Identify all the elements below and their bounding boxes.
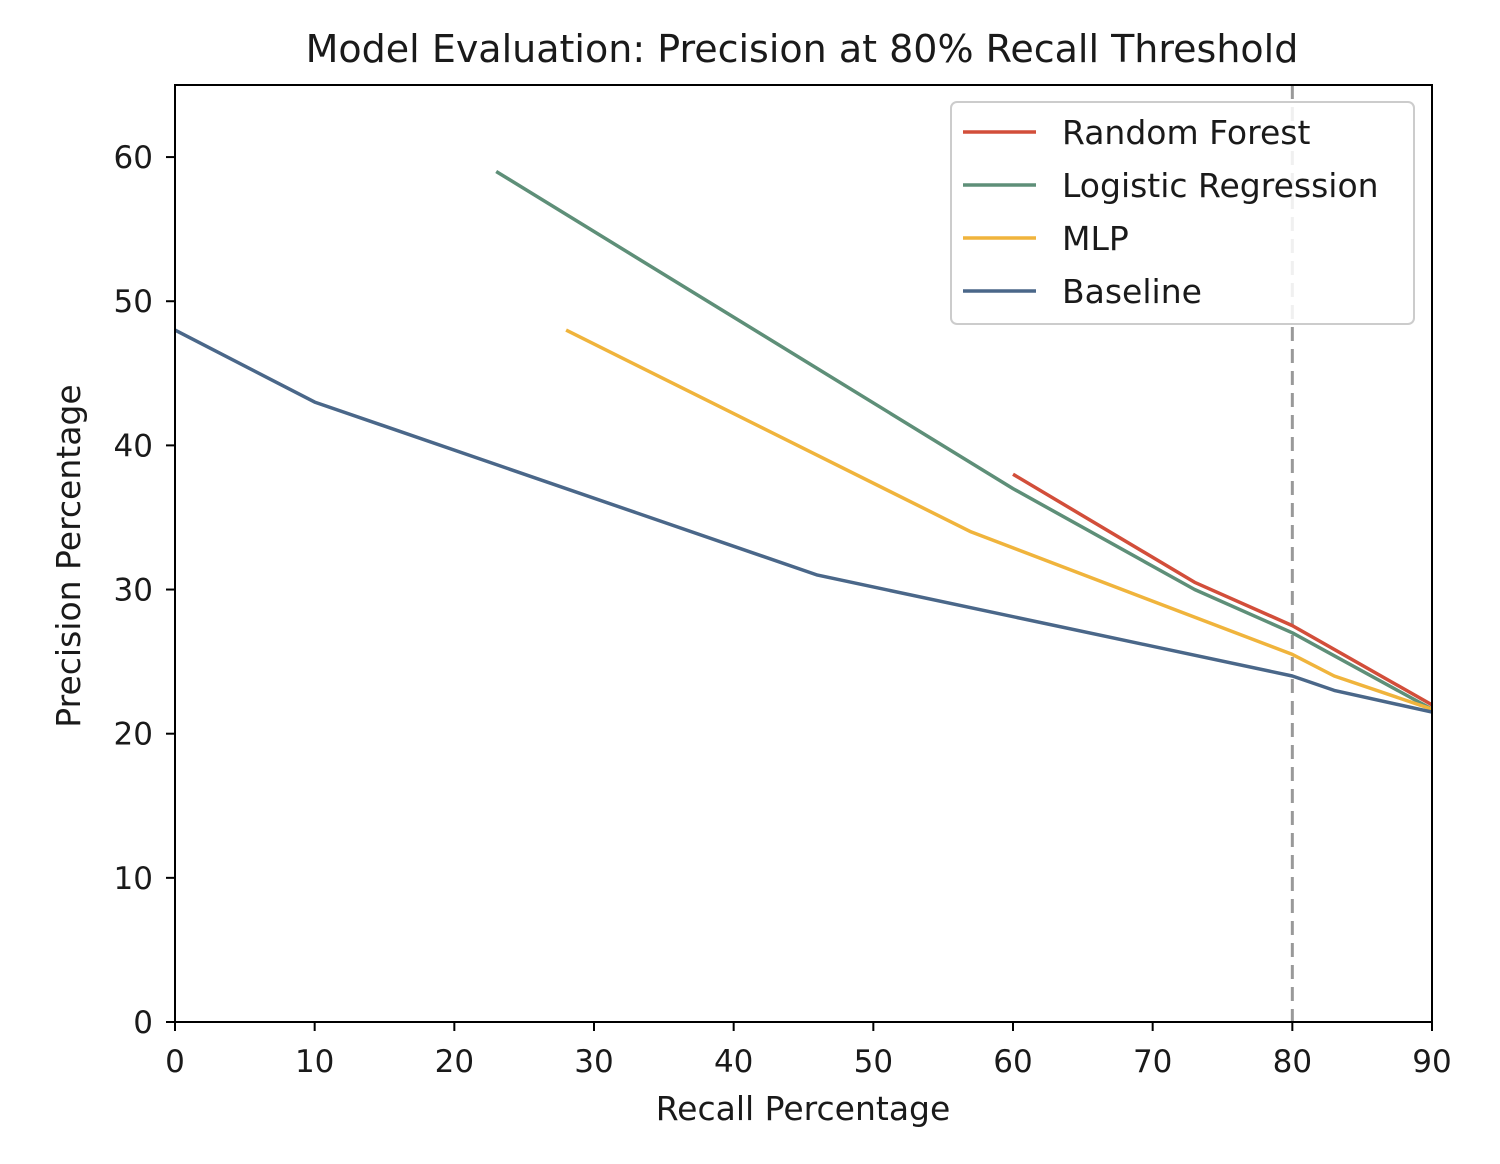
x-tick-label: 60: [993, 1044, 1032, 1080]
y-axis-label: Precision Percentage: [49, 384, 88, 727]
x-tick-label: 50: [854, 1044, 893, 1080]
x-tick-label: 90: [1412, 1044, 1451, 1080]
y-axis-ticks: 0 10 20 30 40 50 60: [114, 140, 175, 1041]
legend-label-random-forest: Random Forest: [1062, 113, 1310, 152]
y-tick-label: 0: [133, 1005, 153, 1041]
x-axis-ticks: 0 10 20 30 40 50 60 70 80 90: [165, 1022, 1452, 1080]
y-tick-label: 50: [114, 284, 153, 320]
legend: Random Forest Logistic Regression MLP Basel…: [950, 101, 1415, 325]
y-tick-label: 30: [114, 573, 153, 609]
legend-items: Random Forest Logistic Regression MLP Basel…: [963, 113, 1379, 311]
y-tick-label: 20: [114, 717, 153, 753]
series-line-logistic-regression: [495, 170, 1433, 711]
plot-frame: [174, 84, 1433, 1023]
x-axis-label: Recall Percentage: [656, 1089, 951, 1128]
y-tick-label: 10: [114, 861, 153, 897]
series-line-random-forest: [1012, 472, 1433, 707]
y-tick-label: 60: [114, 140, 153, 176]
legend-label-mlp: MLP: [1062, 219, 1129, 258]
legend-box: [950, 101, 1415, 325]
x-tick-label: 70: [1133, 1044, 1172, 1080]
chart-title: Model Evaluation: Precision at 80% Recal…: [306, 27, 1299, 71]
series-line-baseline: [174, 328, 1433, 714]
x-tick-label: 0: [165, 1044, 185, 1080]
series-layer: [174, 170, 1433, 714]
legend-label-baseline: Baseline: [1062, 272, 1202, 311]
x-tick-label: 40: [714, 1044, 753, 1080]
x-tick-label: 20: [435, 1044, 474, 1080]
x-tick-label: 10: [295, 1044, 334, 1080]
series-line-mlp: [565, 328, 1433, 711]
y-tick-label: 40: [114, 428, 153, 464]
x-tick-label: 30: [574, 1044, 613, 1080]
legend-label-logistic-regression: Logistic Regression: [1062, 166, 1379, 205]
x-tick-label: 80: [1273, 1044, 1312, 1080]
